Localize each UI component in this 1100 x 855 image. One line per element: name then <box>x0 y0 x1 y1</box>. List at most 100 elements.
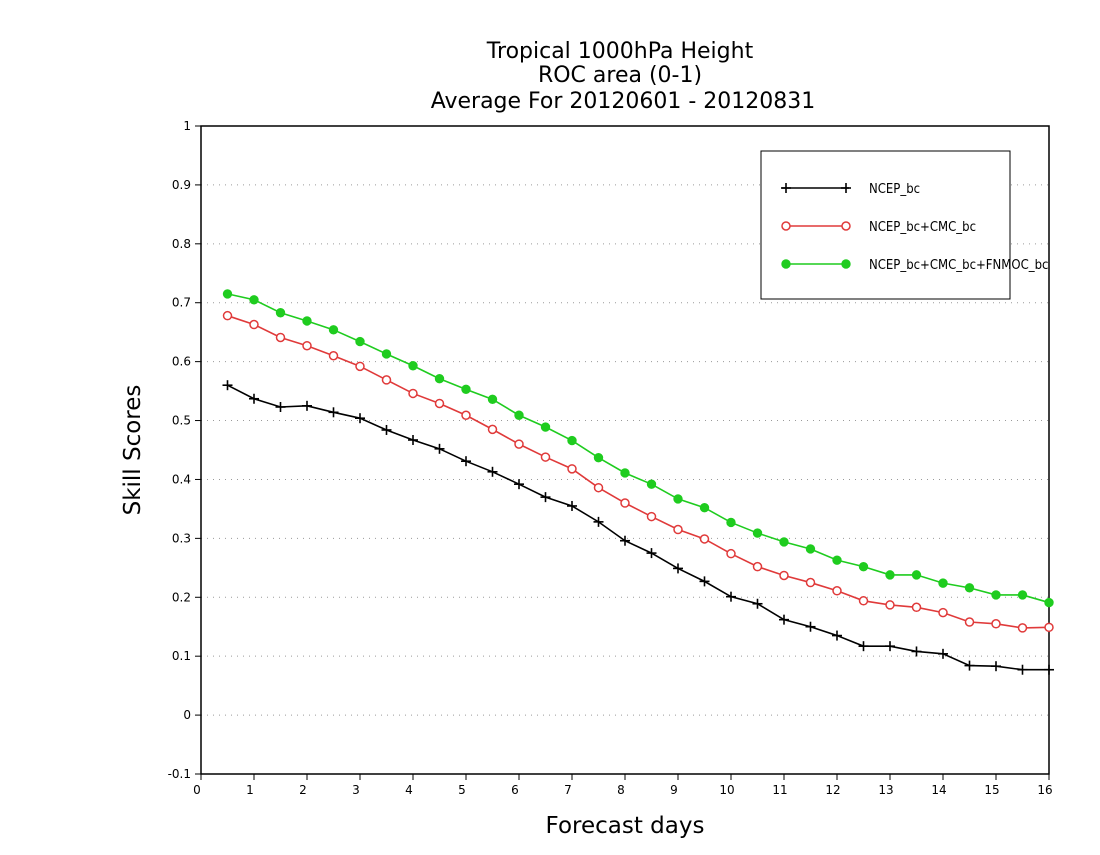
legend-label: NCEP_bc <box>869 182 920 197</box>
data-point <box>752 561 763 572</box>
x-tick-label: 1 <box>246 783 254 797</box>
data-point <box>302 400 312 411</box>
data-point <box>593 516 604 527</box>
data-point <box>673 563 683 574</box>
data-point <box>461 410 471 420</box>
data-point <box>673 524 683 535</box>
data-point <box>408 388 418 399</box>
data-point <box>620 498 630 508</box>
data-point <box>938 607 948 618</box>
legend-box <box>760 150 1011 300</box>
legend-label: NCEP_bc+CMC_bc+FNMOC_bc <box>869 258 1048 273</box>
y-tick-label: 0.2 <box>172 590 191 604</box>
data-point <box>911 602 922 613</box>
data-point <box>726 591 736 602</box>
series-line <box>227 384 1049 671</box>
data-point <box>699 534 710 544</box>
data-point <box>646 479 657 489</box>
data-point <box>1044 597 1054 608</box>
data-point <box>249 319 259 330</box>
data-point <box>1017 664 1028 675</box>
data-point <box>964 660 975 671</box>
data-point <box>434 443 445 454</box>
x-tick-label: 8 <box>617 783 625 797</box>
data-point <box>487 394 498 405</box>
legend-marker <box>841 221 851 231</box>
data-point <box>911 646 922 657</box>
title-line-1: Tropical 1000hPa Height <box>486 39 754 64</box>
data-point <box>461 456 471 467</box>
y-tick-label: 1 <box>183 119 191 133</box>
data-point <box>593 482 604 493</box>
data-point <box>355 413 365 424</box>
series-layer <box>222 289 1054 675</box>
x-tick-label: 2 <box>299 783 307 797</box>
data-point <box>805 544 816 554</box>
series-line <box>227 293 1050 604</box>
data-point <box>328 407 339 418</box>
chart-title: Tropical 1000hPa Height ROC area (0-1) A… <box>431 39 816 114</box>
y-tick-label: 0.4 <box>172 472 191 486</box>
data-point <box>752 528 763 538</box>
y-tick-label: 0.7 <box>172 296 191 310</box>
data-point <box>487 424 498 435</box>
data-point <box>222 380 233 391</box>
data-point <box>964 583 975 593</box>
legend-marker <box>781 259 791 269</box>
data-point <box>832 630 842 641</box>
data-point <box>805 621 816 632</box>
x-tick-label: 13 <box>878 783 893 797</box>
y-tick-label: 0 <box>183 708 191 722</box>
y-tick-label: -0.1 <box>168 767 191 781</box>
y-tick-label: 0.1 <box>172 649 191 663</box>
data-point <box>805 577 816 588</box>
data-point <box>699 503 710 513</box>
data-point <box>885 600 895 610</box>
data-point <box>991 619 1001 629</box>
data-point <box>991 661 1001 672</box>
data-point <box>752 598 763 609</box>
y-tick-label: 0.5 <box>172 414 191 428</box>
series-1 <box>222 310 1054 633</box>
x-tick-label: 9 <box>670 783 678 797</box>
data-point <box>302 316 312 326</box>
data-point <box>355 336 365 347</box>
y-tick-label: 0.9 <box>172 178 191 192</box>
series-2 <box>222 289 1054 608</box>
data-point <box>408 361 418 371</box>
data-point <box>249 295 259 305</box>
legend-entry-1: NCEP_bc+CMC_bc <box>781 220 976 235</box>
legend-label: NCEP_bc+CMC_bc <box>869 220 976 235</box>
data-point <box>673 494 683 504</box>
y-tick-label: 0.6 <box>172 355 191 369</box>
legend-entry-0: NCEP_bc <box>781 182 920 197</box>
data-point <box>885 570 895 580</box>
data-point <box>434 374 445 384</box>
data-point <box>408 434 418 445</box>
data-point <box>646 511 657 522</box>
data-point <box>567 435 577 446</box>
data-point <box>328 325 339 335</box>
x-tick-label: 5 <box>458 783 466 797</box>
data-point <box>567 464 577 474</box>
legend-marker <box>781 183 791 193</box>
data-point <box>540 422 551 432</box>
legend-marker <box>841 183 851 193</box>
data-point <box>275 401 286 412</box>
data-point <box>222 310 233 321</box>
data-point <box>726 548 736 559</box>
legend-marker <box>841 259 851 269</box>
data-point <box>355 361 365 372</box>
x-tick-label: 12 <box>825 783 840 797</box>
data-point <box>779 537 789 547</box>
data-point <box>381 424 392 435</box>
data-point <box>593 452 604 463</box>
x-tick-label: 0 <box>193 783 201 797</box>
data-point <box>1017 590 1028 600</box>
data-point <box>514 479 524 490</box>
x-tick-label: 10 <box>719 783 734 797</box>
data-point <box>885 641 895 652</box>
data-point <box>1017 623 1028 633</box>
data-point <box>514 410 524 420</box>
